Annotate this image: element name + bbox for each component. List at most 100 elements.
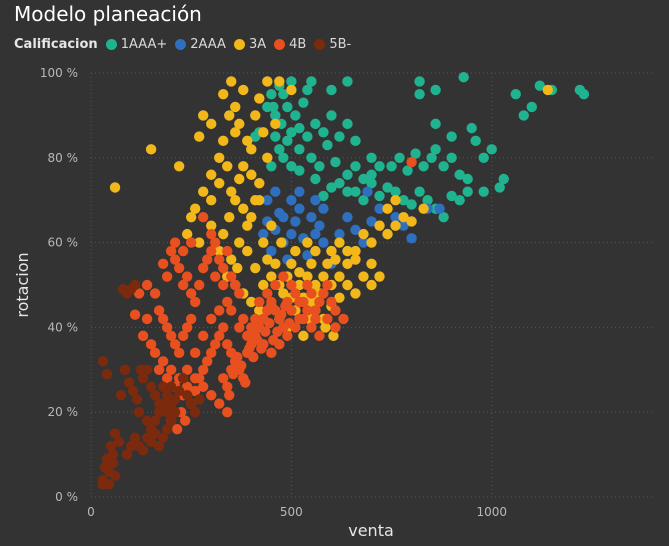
data-point[interactable]	[258, 228, 269, 240]
data-point[interactable]	[286, 258, 297, 269]
data-point[interactable]	[334, 228, 345, 240]
data-point[interactable]	[438, 161, 449, 172]
data-point[interactable]	[462, 186, 473, 197]
data-point[interactable]	[185, 211, 197, 223]
data-point[interactable]	[250, 313, 261, 325]
data-point[interactable]	[137, 373, 149, 384]
data-point[interactable]	[262, 288, 273, 299]
data-point[interactable]	[181, 322, 193, 333]
data-point[interactable]	[226, 186, 237, 197]
data-point[interactable]	[232, 262, 243, 274]
data-point[interactable]	[177, 330, 189, 342]
data-point[interactable]	[290, 110, 301, 121]
data-point[interactable]	[446, 152, 457, 163]
data-point[interactable]	[218, 89, 229, 100]
data-point[interactable]	[374, 190, 385, 202]
data-point[interactable]	[438, 211, 449, 223]
data-point[interactable]	[242, 330, 253, 342]
data-point[interactable]	[358, 195, 369, 206]
data-point[interactable]	[254, 195, 265, 206]
data-point[interactable]	[334, 131, 345, 142]
data-point[interactable]	[107, 457, 119, 469]
data-point[interactable]	[165, 245, 177, 257]
data-point[interactable]	[149, 288, 161, 299]
data-point[interactable]	[109, 428, 121, 439]
data-point[interactable]	[173, 161, 185, 172]
data-point[interactable]	[486, 144, 497, 155]
data-point[interactable]	[149, 415, 161, 426]
data-point[interactable]	[198, 110, 209, 121]
data-point[interactable]	[193, 131, 205, 142]
data-point[interactable]	[266, 296, 277, 308]
data-point[interactable]	[230, 195, 241, 206]
data-point[interactable]	[206, 195, 217, 206]
data-point[interactable]	[181, 228, 193, 240]
data-point[interactable]	[330, 254, 341, 265]
data-point[interactable]	[189, 296, 201, 308]
data-point[interactable]	[318, 237, 329, 248]
data-point[interactable]	[198, 211, 209, 223]
data-point[interactable]	[242, 220, 253, 231]
data-point[interactable]	[169, 339, 181, 350]
data-point[interactable]	[430, 118, 441, 130]
data-point[interactable]	[258, 279, 269, 291]
data-point[interactable]	[181, 364, 193, 375]
data-point[interactable]	[224, 110, 235, 121]
data-point[interactable]	[350, 254, 361, 265]
data-point[interactable]	[366, 178, 377, 189]
data-point[interactable]	[165, 364, 177, 375]
data-point[interactable]	[302, 237, 313, 248]
data-point[interactable]	[310, 305, 321, 316]
data-point[interactable]	[342, 211, 353, 223]
data-point[interactable]	[382, 182, 393, 193]
data-point[interactable]	[454, 169, 465, 180]
data-point[interactable]	[214, 254, 225, 265]
data-point[interactable]	[242, 135, 253, 147]
data-point[interactable]	[270, 110, 281, 121]
data-point[interactable]	[286, 161, 297, 172]
data-point[interactable]	[137, 330, 149, 342]
data-point[interactable]	[189, 347, 201, 359]
data-point[interactable]	[105, 440, 117, 452]
data-point[interactable]	[278, 271, 289, 282]
data-point[interactable]	[526, 101, 537, 113]
data-point[interactable]	[222, 407, 233, 418]
data-point[interactable]	[458, 72, 469, 83]
data-point[interactable]	[334, 237, 345, 248]
data-point[interactable]	[129, 432, 141, 443]
data-point[interactable]	[260, 326, 271, 337]
data-point[interactable]	[232, 351, 243, 363]
data-point[interactable]	[374, 203, 385, 214]
data-point[interactable]	[398, 211, 409, 223]
data-point[interactable]	[374, 271, 385, 282]
data-point[interactable]	[214, 330, 225, 342]
data-point[interactable]	[418, 203, 429, 214]
data-point[interactable]	[230, 101, 241, 113]
data-point[interactable]	[406, 216, 417, 227]
data-point[interactable]	[210, 237, 221, 248]
data-point[interactable]	[342, 118, 353, 130]
data-point[interactable]	[107, 449, 119, 460]
data-point[interactable]	[246, 296, 257, 308]
data-point[interactable]	[181, 271, 193, 282]
data-point[interactable]	[578, 89, 590, 100]
data-point[interactable]	[294, 203, 305, 214]
data-point[interactable]	[222, 245, 233, 257]
data-point[interactable]	[306, 76, 317, 87]
data-point[interactable]	[214, 398, 225, 409]
data-point[interactable]	[294, 267, 305, 278]
data-point[interactable]	[226, 254, 237, 265]
data-point[interactable]	[262, 101, 273, 113]
data-point[interactable]	[145, 144, 157, 155]
data-point[interactable]	[358, 237, 369, 248]
data-point[interactable]	[390, 220, 401, 231]
data-point[interactable]	[206, 169, 217, 180]
data-point[interactable]	[218, 322, 229, 333]
data-point[interactable]	[250, 110, 261, 121]
legend-item-5b[interactable]: 5B-	[314, 37, 351, 52]
data-point[interactable]	[272, 326, 283, 337]
data-point[interactable]	[498, 173, 509, 185]
data-point[interactable]	[278, 152, 289, 163]
data-point[interactable]	[462, 173, 473, 185]
data-point[interactable]	[234, 173, 245, 185]
